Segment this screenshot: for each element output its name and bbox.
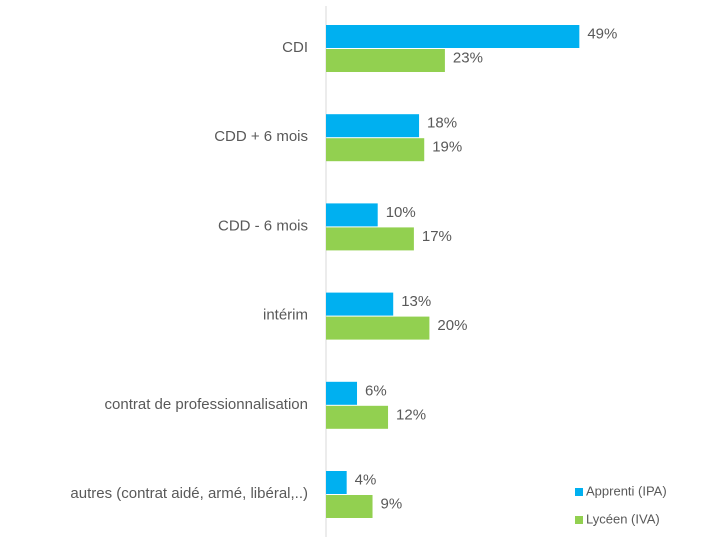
value-label: 17% <box>422 228 452 245</box>
category-label: CDD + 6 mois <box>214 128 308 145</box>
bar <box>326 203 378 227</box>
bar <box>326 114 420 138</box>
bar <box>326 316 430 340</box>
bar <box>326 495 373 518</box>
legend-label: Apprenti (IPA) <box>586 483 667 498</box>
bar <box>326 49 445 72</box>
legend-swatch <box>575 516 583 524</box>
legend-swatch <box>575 488 583 496</box>
category-label: CDI <box>282 39 308 56</box>
category-label: contrat de professionnalisation <box>105 396 308 413</box>
value-label: 6% <box>365 382 387 399</box>
value-label: 10% <box>386 204 416 221</box>
value-label: 9% <box>381 495 403 512</box>
bar <box>326 138 425 162</box>
value-label: 13% <box>401 293 431 310</box>
value-label: 23% <box>453 49 483 66</box>
value-label: 49% <box>587 25 617 42</box>
value-label: 19% <box>432 139 462 156</box>
bar <box>326 405 389 429</box>
bar <box>326 471 347 494</box>
value-label: 20% <box>437 317 467 334</box>
category-label: autres (contrat aidé, armé, libéral,..) <box>70 485 308 502</box>
bar <box>326 227 414 251</box>
bar <box>326 292 394 316</box>
category-label: CDD - 6 mois <box>218 217 308 234</box>
value-label: 18% <box>427 115 457 132</box>
value-label: 4% <box>355 471 377 488</box>
value-label: 12% <box>396 406 426 423</box>
category-label: intérim <box>263 307 308 324</box>
bar <box>326 381 358 405</box>
legend-label: Lycéen (IVA) <box>586 511 660 526</box>
bar <box>326 25 580 48</box>
